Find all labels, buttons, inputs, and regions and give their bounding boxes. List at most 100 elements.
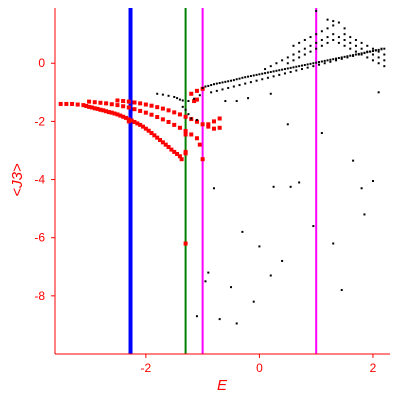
- point-s1-178: [377, 91, 380, 94]
- point-s1-188: [269, 274, 272, 277]
- point-s1-156: [320, 44, 323, 47]
- point-s1-91: [272, 75, 275, 78]
- point-s1-166: [377, 62, 380, 65]
- point-s1-90: [266, 76, 269, 79]
- point-s1-167: [383, 65, 386, 68]
- point-s0-5: [84, 103, 89, 108]
- point-s1-162: [354, 50, 357, 53]
- point-s1-97: [306, 66, 309, 69]
- data-points: [58, 9, 386, 325]
- point-s0-64: [138, 101, 143, 106]
- point-s0-3: [75, 102, 80, 107]
- point-s1-4: [176, 97, 179, 100]
- point-s1-172: [224, 100, 227, 103]
- point-s1-39: [269, 70, 272, 73]
- point-s1-35: [258, 73, 261, 76]
- point-s1-98: [312, 65, 315, 68]
- point-s1-34: [255, 73, 258, 76]
- point-s0-81: [183, 241, 188, 246]
- point-s0-77: [211, 126, 216, 131]
- point-s1-123: [332, 33, 335, 36]
- point-s1-2: [167, 94, 170, 97]
- point-s1-29: [241, 76, 244, 79]
- point-s1-161: [349, 47, 352, 50]
- point-s0-79: [183, 132, 188, 137]
- point-s1-110: [380, 47, 383, 50]
- point-s0-32: [160, 140, 165, 145]
- point-s1-95: [295, 69, 298, 72]
- point-s1-46: [289, 66, 292, 69]
- point-s0-8: [92, 106, 97, 111]
- point-s0-30: [155, 135, 160, 140]
- point-s0-88: [200, 157, 205, 162]
- point-s1-53: [309, 62, 312, 65]
- point-s1-0: [156, 92, 159, 95]
- point-s0-43: [104, 101, 109, 106]
- point-s1-33: [252, 74, 255, 77]
- point-s0-92: [126, 119, 131, 124]
- point-s1-13: [190, 117, 193, 120]
- point-s1-22: [221, 81, 224, 84]
- point-s1-6: [181, 99, 184, 102]
- point-s1-23: [224, 80, 227, 83]
- point-s1-8: [193, 97, 196, 100]
- point-s1-28: [238, 77, 241, 80]
- point-s0-48: [132, 107, 137, 112]
- point-s1-67: [349, 54, 352, 57]
- point-s1-174: [247, 97, 250, 100]
- x-tick-label-2: 2: [370, 361, 377, 375]
- point-s1-55: [315, 61, 318, 64]
- point-s1-11: [184, 108, 187, 111]
- point-s0-35: [169, 147, 174, 152]
- point-s1-128: [360, 47, 363, 50]
- point-s1-175: [269, 92, 272, 95]
- x-axis-ticks: -2 0 2: [141, 354, 377, 375]
- point-s0-9: [95, 106, 100, 111]
- point-s1-99: [318, 63, 321, 66]
- point-s0-10: [98, 107, 103, 112]
- point-s1-102: [335, 59, 338, 62]
- y-tick-label-3: -6: [34, 231, 45, 245]
- point-s1-120: [315, 41, 318, 44]
- point-s0-22: [132, 119, 137, 124]
- point-s0-72: [183, 114, 188, 119]
- point-s0-17: [118, 113, 123, 118]
- point-s1-185: [241, 230, 244, 233]
- point-s0-51: [149, 112, 154, 117]
- point-s1-144: [354, 38, 357, 41]
- point-s0-11: [101, 108, 106, 113]
- point-s0-74: [194, 119, 199, 124]
- point-s1-129: [366, 50, 369, 53]
- point-s1-27: [235, 78, 238, 81]
- point-s1-32: [249, 75, 252, 78]
- point-s1-1: [161, 93, 164, 96]
- point-s1-134: [298, 41, 301, 44]
- point-s1-82: [221, 88, 224, 91]
- point-s1-197: [363, 213, 366, 216]
- point-s1-199: [360, 187, 363, 190]
- point-s0-56: [177, 125, 182, 130]
- y-axis-title: <J3>: [9, 163, 26, 197]
- point-s0-19: [123, 115, 128, 120]
- point-s0-42: [98, 100, 103, 105]
- point-s1-7: [187, 100, 190, 103]
- point-s0-59: [194, 136, 199, 141]
- point-s1-15: [201, 86, 204, 89]
- point-s1-157: [326, 41, 329, 44]
- point-s1-56: [318, 61, 321, 64]
- point-s0-25: [141, 124, 146, 129]
- point-s0-38: [177, 154, 182, 159]
- point-s1-84: [232, 85, 235, 88]
- point-s1-71: [360, 52, 363, 55]
- point-s1-75: [371, 50, 374, 53]
- point-s1-132: [383, 59, 386, 62]
- point-s1-141: [337, 21, 340, 24]
- point-s0-71: [177, 112, 182, 117]
- point-s0-86: [194, 97, 199, 102]
- point-s0-2: [70, 101, 75, 106]
- point-s0-49: [138, 108, 143, 113]
- point-s0-29: [152, 133, 157, 138]
- point-s1-49: [298, 65, 301, 68]
- point-s1-135: [303, 38, 306, 41]
- point-s1-96: [300, 68, 303, 71]
